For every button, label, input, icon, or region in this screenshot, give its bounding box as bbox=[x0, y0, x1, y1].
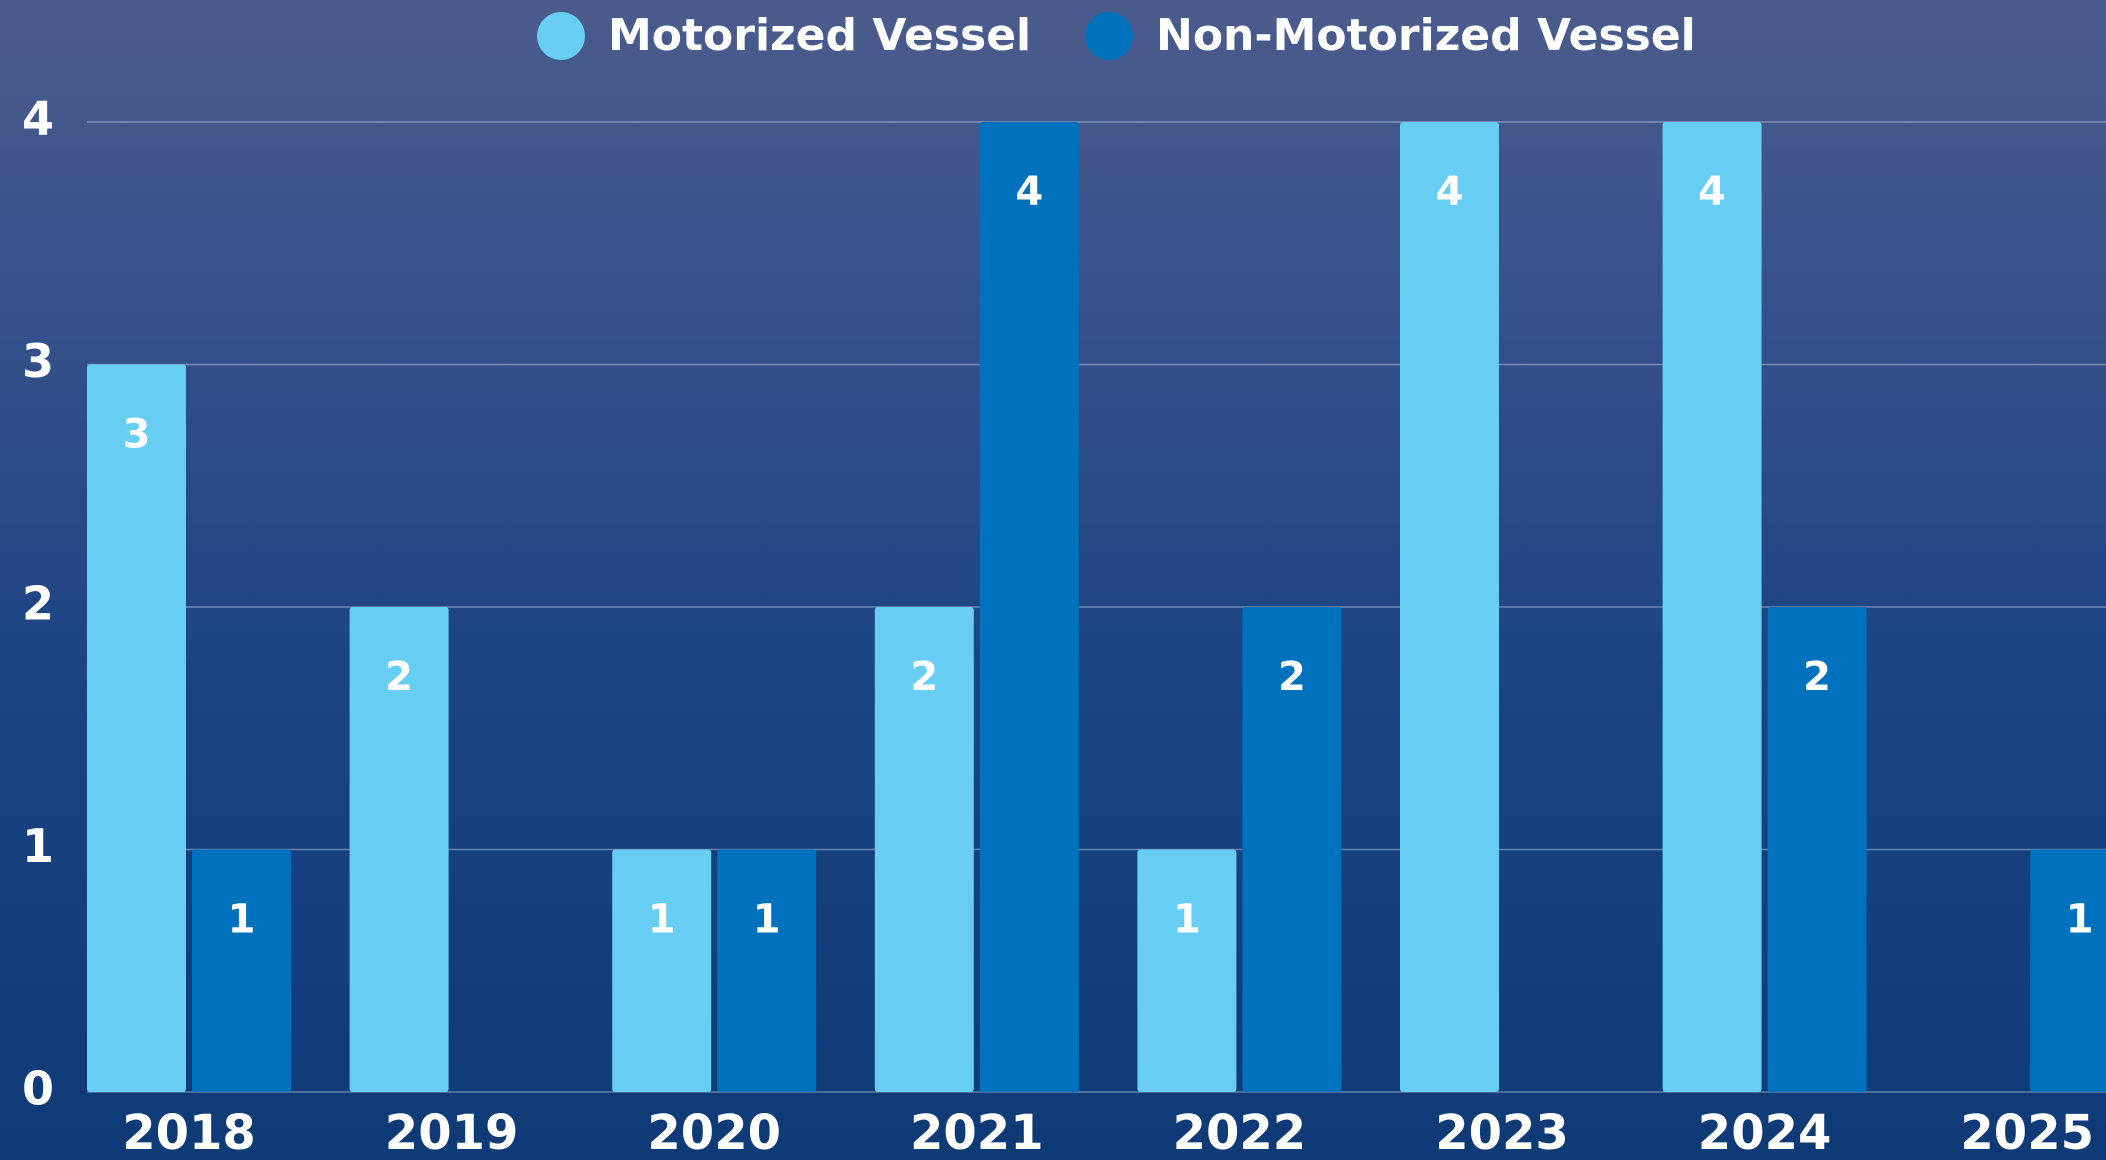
value-label: 1 bbox=[648, 897, 676, 943]
bar bbox=[192, 849, 291, 1092]
y-tick-label: 1 bbox=[22, 819, 54, 873]
x-tick-label: 2021 bbox=[910, 1105, 1044, 1160]
bar bbox=[1400, 122, 1499, 1092]
value-label: 4 bbox=[1015, 169, 1043, 215]
value-label: 4 bbox=[1698, 169, 1726, 215]
bar bbox=[349, 607, 449, 1092]
legend-swatch bbox=[1085, 12, 1133, 60]
bar bbox=[717, 849, 817, 1092]
y-tick-label: 2 bbox=[22, 577, 54, 631]
value-label: 2 bbox=[1803, 654, 1831, 700]
bar bbox=[874, 607, 974, 1092]
x-tick-label: 2019 bbox=[385, 1105, 519, 1160]
bar bbox=[2030, 849, 2106, 1092]
y-tick-label: 4 bbox=[22, 92, 54, 146]
x-tick-label: 2024 bbox=[1698, 1105, 1832, 1160]
value-label: 4 bbox=[1436, 169, 1464, 215]
value-label: 2 bbox=[910, 654, 938, 700]
bar bbox=[87, 364, 186, 1092]
value-label: 1 bbox=[228, 897, 256, 943]
y-tick-label: 0 bbox=[22, 1062, 54, 1116]
value-label: 1 bbox=[1173, 897, 1201, 943]
x-tick-label: 2020 bbox=[647, 1105, 781, 1160]
value-label: 2 bbox=[1278, 654, 1306, 700]
bar bbox=[1767, 607, 1867, 1092]
bar bbox=[1137, 849, 1237, 1092]
value-label: 3 bbox=[123, 412, 151, 458]
y-tick-label: 3 bbox=[22, 334, 54, 388]
x-tick-label: 2023 bbox=[1435, 1105, 1569, 1160]
legend-label: Non-Motorized Vessel bbox=[1156, 10, 1696, 61]
x-tick-label: 2018 bbox=[122, 1105, 256, 1160]
x-tick-label: 2022 bbox=[1173, 1105, 1307, 1160]
legend-label: Motorized Vessel bbox=[608, 10, 1031, 61]
value-label: 1 bbox=[753, 897, 781, 943]
value-label: 1 bbox=[2066, 897, 2094, 943]
bar bbox=[612, 849, 712, 1092]
legend-swatch bbox=[537, 12, 585, 60]
bar bbox=[979, 122, 1079, 1092]
value-label: 2 bbox=[385, 654, 413, 700]
bar bbox=[1242, 607, 1342, 1092]
x-tick-label: 2025 bbox=[1960, 1105, 2094, 1160]
bar bbox=[1662, 122, 1762, 1092]
